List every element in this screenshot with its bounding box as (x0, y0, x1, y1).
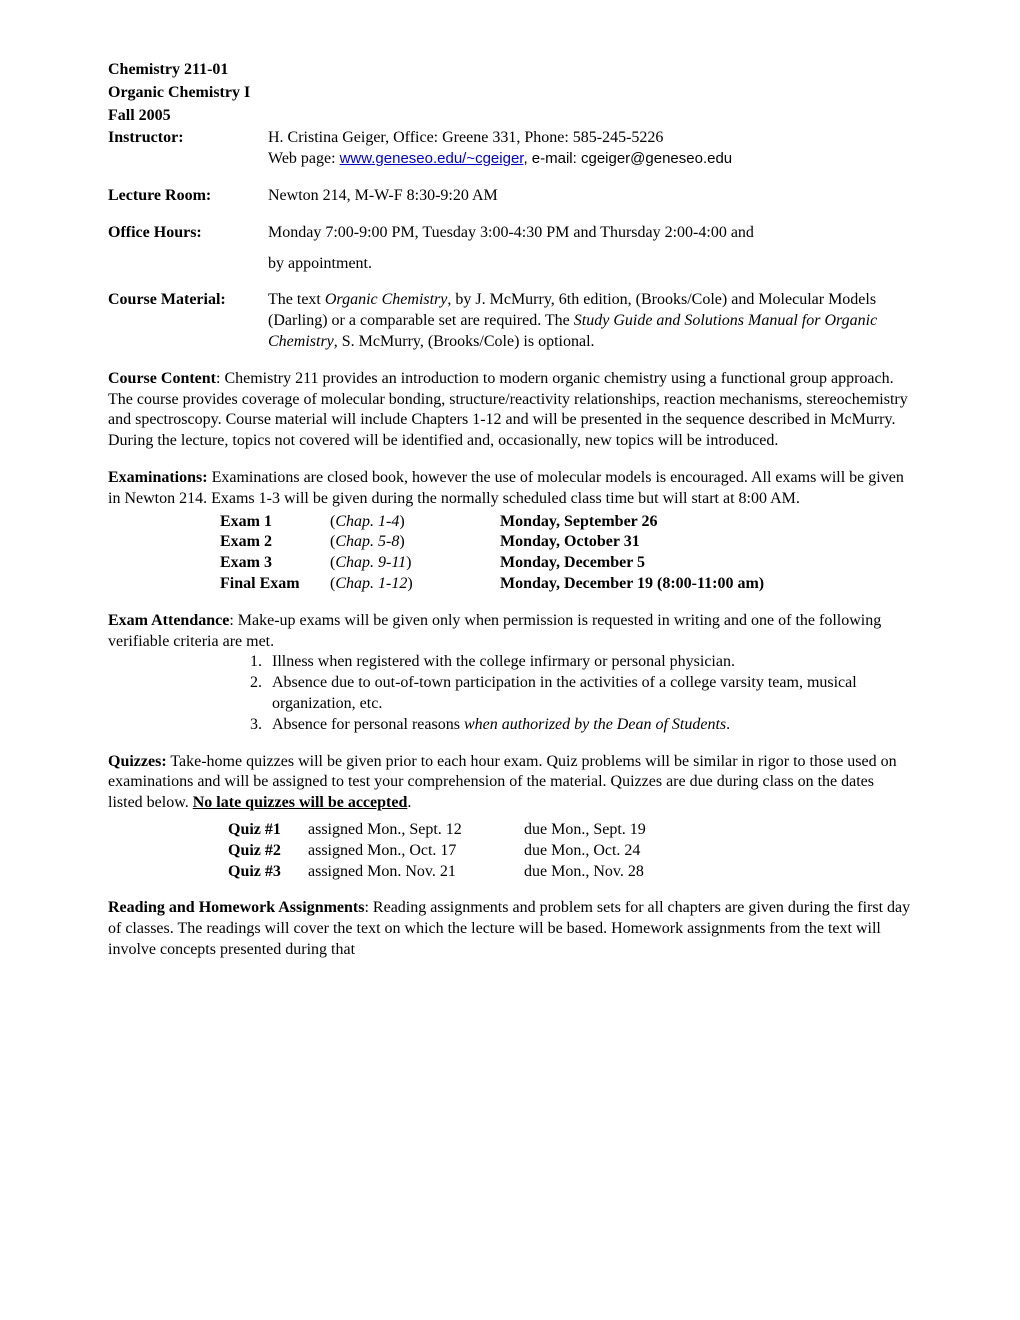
quiz-name: Quiz #2 (228, 841, 308, 862)
instructor-row: Instructor: H. Cristina Geiger, Office: … (108, 128, 912, 170)
quiz-row: Quiz #2assigned Mon., Oct. 17due Mon., O… (228, 841, 912, 862)
list-text: Illness when registered with the college… (272, 652, 912, 673)
quiz-assigned: assigned Mon., Oct. 17 (308, 841, 524, 862)
list-number: 2. (250, 673, 272, 715)
attendance-list: 1.Illness when registered with the colle… (250, 652, 912, 735)
exam-table: Exam 1(Chap. 1-4)Monday, September 26Exa… (220, 512, 912, 595)
instructor-label: Instructor: (108, 128, 268, 170)
attendance-item: 2.Absence due to out-of-town participati… (250, 673, 912, 715)
exam-date: Monday, September 26 (500, 512, 657, 533)
instructor-email: , e-mail: cgeiger@geneseo.edu (523, 150, 732, 167)
exam-attendance: Exam Attendance: Make-up exams will be g… (108, 611, 912, 653)
lecture-room-row: Lecture Room: Newton 214, M-W-F 8:30-9:2… (108, 186, 912, 207)
exam-chapters: (Chap. 9-11) (330, 553, 500, 574)
course-title: Organic Chemistry I (108, 83, 912, 104)
lecture-room-label: Lecture Room: (108, 186, 268, 207)
exam-row: Exam 3(Chap. 9-11)Monday, December 5 (220, 553, 912, 574)
quizzes-text-post: . (407, 794, 411, 811)
course-content: Course Content: Chemistry 211 provides a… (108, 369, 912, 452)
office-hours-label: Office Hours: (108, 223, 268, 275)
exam-date: Monday, October 31 (500, 532, 640, 553)
exam-name: Exam 1 (220, 512, 330, 533)
exam-row: Exam 1(Chap. 1-4)Monday, September 26 (220, 512, 912, 533)
exam-attendance-label: Exam Attendance (108, 612, 229, 629)
course-material-value: The text Organic Chemistry, by J. McMurr… (268, 290, 912, 352)
examinations: Examinations: Examinations are closed bo… (108, 468, 912, 510)
quiz-row: Quiz #3assigned Mon. Nov. 21due Mon., No… (228, 862, 912, 883)
exam-chapters: (Chap. 1-4) (330, 512, 500, 533)
lecture-room-value: Newton 214, M-W-F 8:30-9:20 AM (268, 186, 912, 207)
office-hours-row: Office Hours: Monday 7:00-9:00 PM, Tuesd… (108, 223, 912, 275)
quiz-name: Quiz #3 (228, 862, 308, 883)
exam-row: Final Exam(Chap. 1-12)Monday, December 1… (220, 574, 912, 595)
exam-date: Monday, December 5 (500, 553, 645, 574)
quizzes: Quizzes: Take-home quizzes will be given… (108, 752, 912, 814)
exam-chapters: (Chap. 5-8) (330, 532, 500, 553)
exam-row: Exam 2(Chap. 5-8)Monday, October 31 (220, 532, 912, 553)
course-content-text: : Chemistry 211 provides an introduction… (108, 370, 908, 449)
exam-name: Final Exam (220, 574, 330, 595)
web-prefix: Web page: (268, 150, 340, 167)
course-code: Chemistry 211-01 (108, 60, 912, 81)
quiz-name: Quiz #1 (228, 820, 308, 841)
attendance-item: 3.Absence for personal reasons when auth… (250, 715, 912, 736)
list-text: Absence due to out-of-town participation… (272, 673, 912, 715)
exam-chapters: (Chap. 1-12) (330, 574, 500, 595)
exam-date: Monday, December 19 (8:00-11:00 am) (500, 574, 764, 595)
quiz-table: Quiz #1assigned Mon., Sept. 12due Mon., … (228, 820, 912, 882)
course-header: Chemistry 211-01 Organic Chemistry I Fal… (108, 60, 912, 126)
course-material-label: Course Material: (108, 290, 268, 352)
quiz-due: due Mon., Sept. 19 (524, 820, 646, 841)
office-hours-value: Monday 7:00-9:00 PM, Tuesday 3:00-4:30 P… (268, 223, 912, 275)
course-term: Fall 2005 (108, 106, 912, 127)
reading-label: Reading and Homework Assignments (108, 899, 364, 916)
quiz-row: Quiz #1assigned Mon., Sept. 12due Mon., … (228, 820, 912, 841)
quiz-assigned: assigned Mon. Nov. 21 (308, 862, 524, 883)
quizzes-underline: No late quizzes will be accepted (193, 794, 408, 811)
list-text: Absence for personal reasons when author… (272, 715, 912, 736)
reading: Reading and Homework Assignments: Readin… (108, 898, 912, 960)
examinations-label: Examinations: (108, 469, 208, 486)
instructor-value: H. Cristina Geiger, Office: Greene 331, … (268, 128, 912, 170)
quizzes-label: Quizzes: (108, 753, 167, 770)
instructor-name: H. Cristina Geiger, Office: Greene 331, … (268, 129, 663, 146)
quiz-due: due Mon., Oct. 24 (524, 841, 640, 862)
quiz-due: due Mon., Nov. 28 (524, 862, 644, 883)
quiz-assigned: assigned Mon., Sept. 12 (308, 820, 524, 841)
exam-name: Exam 3 (220, 553, 330, 574)
course-material-row: Course Material: The text Organic Chemis… (108, 290, 912, 352)
list-number: 1. (250, 652, 272, 673)
instructor-web-link[interactable]: www.geneseo.edu/~cgeiger (340, 150, 524, 167)
attendance-item: 1.Illness when registered with the colle… (250, 652, 912, 673)
examinations-intro: Examinations are closed book, however th… (108, 469, 904, 507)
exam-name: Exam 2 (220, 532, 330, 553)
list-number: 3. (250, 715, 272, 736)
course-content-label: Course Content (108, 370, 216, 387)
